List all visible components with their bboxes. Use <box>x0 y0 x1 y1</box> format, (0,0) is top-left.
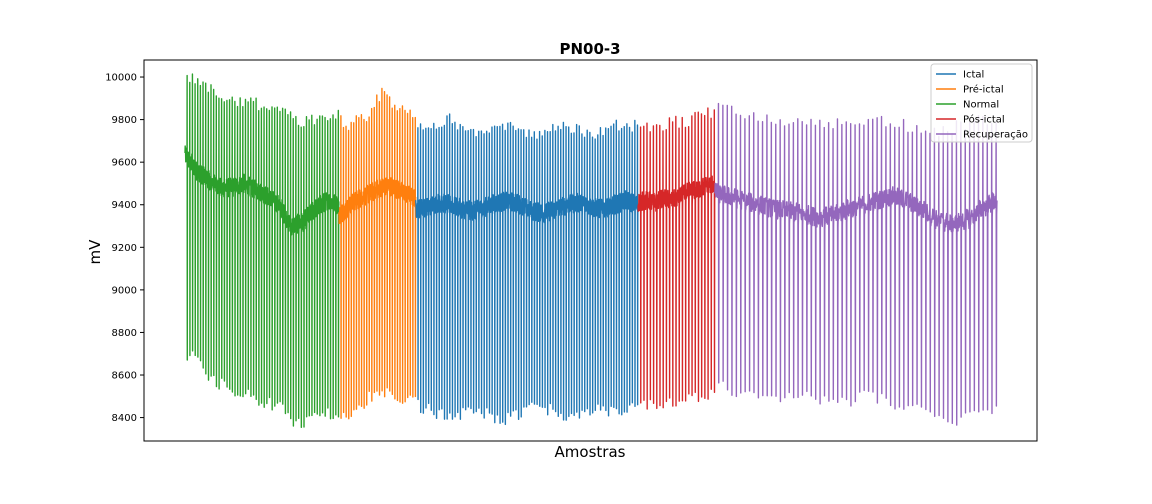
y-tick-label: 8800 <box>112 328 137 339</box>
legend-label: Pré-ictal <box>963 84 1004 96</box>
series-line-recuperacao <box>714 102 998 426</box>
legend-label: Ictal <box>963 70 984 81</box>
y-axis: 8400 8600 8800 9000 9200 9400 9600 9800 10000 <box>105 73 144 424</box>
legend-box <box>930 63 1033 143</box>
y-tick-label: 8400 <box>112 413 137 424</box>
series-line-normal <box>184 73 340 429</box>
y-axis-label: mV <box>86 239 104 265</box>
y-tick-label: 9800 <box>112 115 137 126</box>
y-tick-label: 9600 <box>112 158 137 169</box>
series-line-ictal <box>415 113 639 426</box>
y-tick-label: 9400 <box>112 200 137 211</box>
y-tick-label: 9000 <box>112 285 137 296</box>
legend-label: Recuperação <box>963 130 1028 141</box>
series-line-pre-ictal <box>338 87 417 420</box>
legend-label: Normal <box>963 100 999 111</box>
legend-label: Pós-ictal <box>963 114 1005 126</box>
series-layer <box>184 73 998 429</box>
y-tick-label: 10000 <box>105 73 137 84</box>
legend: Ictal Pré-ictal Normal Pós-ictal Recuperação <box>930 63 1033 143</box>
y-tick-label: 8600 <box>112 371 137 382</box>
chart-title: PN00-3 <box>559 40 620 58</box>
plot-frame <box>143 59 1038 442</box>
x-axis-label: Amostras <box>555 443 626 461</box>
y-tick-label: 9200 <box>112 243 137 254</box>
series-line-pos-ictal <box>637 107 716 410</box>
